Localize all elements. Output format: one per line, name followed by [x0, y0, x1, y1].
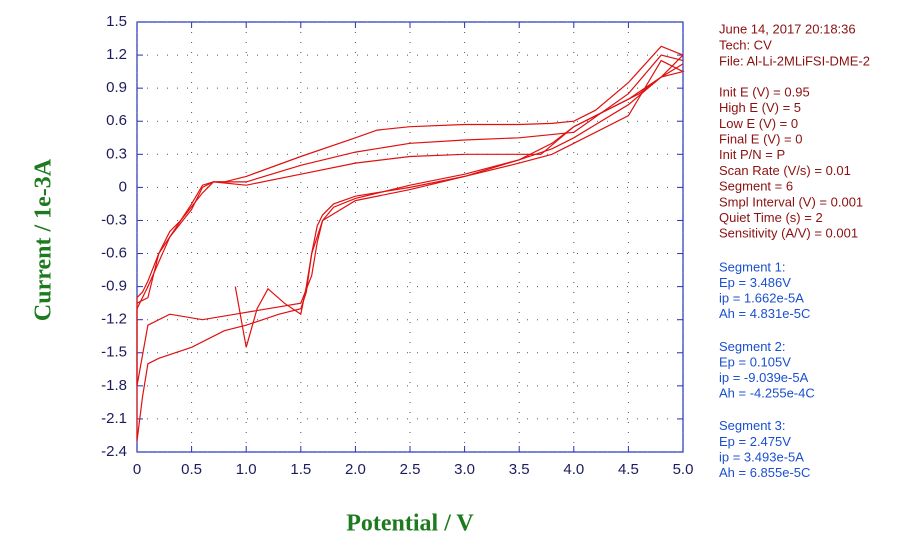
y-tick-label: 1.5 — [106, 13, 127, 30]
segment-info: ip = -9.039e-5A — [719, 370, 809, 385]
y-tick-label: -1.2 — [101, 311, 127, 328]
y-tick-label: -0.6 — [101, 245, 127, 262]
info-parameter: Scan Rate (V/s) = 0.01 — [719, 163, 851, 178]
cv-trace — [136, 59, 685, 348]
y-tick-label: -2.1 — [101, 410, 127, 427]
x-tick-label: 3.0 — [454, 461, 475, 478]
x-tick-label: 4.5 — [618, 461, 639, 478]
cv-trace — [136, 45, 684, 442]
x-tick-label: 0.5 — [181, 461, 202, 478]
info-parameter: Low E (V) = 0 — [719, 116, 798, 131]
info-parameter: Init E (V) = 0.95 — [719, 84, 810, 99]
y-tick-label: 0.6 — [106, 112, 127, 129]
segment-info: ip = 3.493e-5A — [719, 449, 804, 464]
x-tick-label: 0 — [133, 461, 141, 478]
x-tick-label: 1.0 — [236, 461, 257, 478]
x-tick-label: 2.0 — [345, 461, 366, 478]
info-header: File: Al-Li-2MLiFSI-DME-2 — [719, 53, 870, 68]
y-tick-label: -1.8 — [101, 377, 127, 394]
y-tick-label: -0.9 — [101, 278, 127, 295]
info-parameter: Sensitivity (A/V) = 0.001 — [719, 226, 858, 241]
y-tick-label: 1.2 — [106, 46, 127, 63]
x-tick-label: 4.0 — [563, 461, 584, 478]
segment-info: Ah = 6.855e-5C — [719, 465, 810, 480]
y-tick-label: -0.3 — [101, 211, 127, 228]
y-tick-label: -1.5 — [101, 344, 127, 361]
segment-info: Segment 1: — [719, 259, 786, 274]
y-axis-label: Current / 1e-3A — [31, 158, 57, 321]
y-tick-label: -2.4 — [101, 443, 127, 460]
segment-info: Ep = 2.475V — [719, 434, 791, 449]
info-parameter: Init P/N = P — [719, 147, 785, 162]
cv-trace — [136, 54, 684, 386]
segment-info: Ah = 4.831e-5C — [719, 306, 810, 321]
y-tick-label: 0.3 — [106, 145, 127, 162]
info-header: Tech: CV — [719, 37, 772, 52]
info-parameter: High E (V) = 5 — [719, 100, 801, 115]
x-tick-label: 2.5 — [400, 461, 421, 478]
plot-frame — [136, 21, 684, 453]
info-parameter: Final E (V) = 0 — [719, 132, 802, 147]
segment-info: Ep = 3.486V — [719, 275, 791, 290]
info-parameter: Smpl Interval (V) = 0.001 — [719, 194, 863, 209]
segment-info: ip = 1.662e-5A — [719, 291, 804, 306]
segment-info: Ah = -4.255e-4C — [719, 386, 815, 401]
info-header: June 14, 2017 20:18:36 — [719, 21, 856, 36]
y-tick-label: 0.9 — [106, 79, 127, 96]
x-tick-label: 3.5 — [509, 461, 530, 478]
x-tick-label: 1.5 — [290, 461, 311, 478]
x-tick-label: 5.0 — [673, 461, 694, 478]
segment-info: Segment 3: — [719, 418, 786, 433]
x-axis-label: Potential / V — [346, 511, 474, 537]
segment-info: Segment 2: — [719, 339, 786, 354]
segment-info: Ep = 0.105V — [719, 354, 791, 369]
info-parameter: Segment = 6 — [719, 179, 793, 194]
info-parameter: Quiet Time (s) = 2 — [719, 210, 823, 225]
y-tick-label: 0 — [119, 178, 127, 195]
